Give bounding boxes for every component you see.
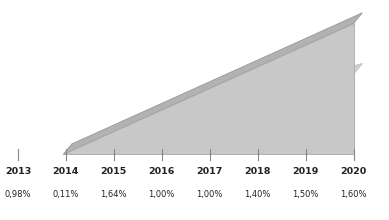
Text: 1,40%: 1,40% [245, 190, 271, 199]
Text: 2013: 2013 [5, 167, 31, 176]
Text: 1,00%: 1,00% [196, 190, 223, 199]
Text: 1,60%: 1,60% [340, 190, 367, 199]
Polygon shape [63, 23, 354, 154]
Polygon shape [63, 74, 354, 154]
Polygon shape [63, 64, 363, 154]
Text: 2015: 2015 [101, 167, 127, 176]
Text: 0,98%: 0,98% [5, 190, 31, 199]
Text: 1,00%: 1,00% [149, 190, 175, 199]
Text: 2017: 2017 [196, 167, 223, 176]
Text: 2019: 2019 [293, 167, 319, 176]
Text: 0,11%: 0,11% [53, 190, 79, 199]
Text: 2014: 2014 [53, 167, 79, 176]
Polygon shape [63, 13, 363, 154]
Text: 1,64%: 1,64% [101, 190, 127, 199]
Text: 2016: 2016 [149, 167, 175, 176]
Text: 2018: 2018 [244, 167, 271, 176]
Text: 1,50%: 1,50% [293, 190, 319, 199]
Text: 2020: 2020 [340, 167, 367, 176]
